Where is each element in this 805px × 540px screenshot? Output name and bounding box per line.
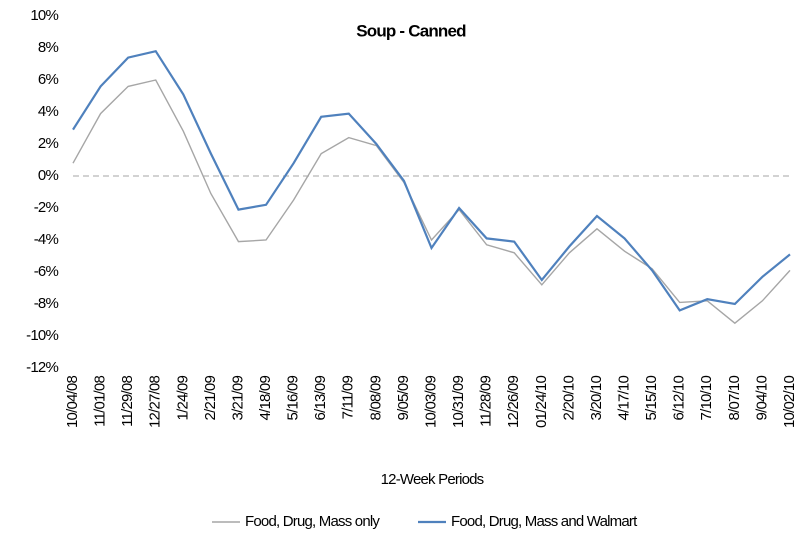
y-tick-label: -8% [34, 295, 59, 312]
x-tick-label: 3/21/09 [229, 376, 246, 421]
y-tick-label: -12% [26, 359, 58, 376]
x-axis-label: 12-Week Periods [381, 471, 484, 488]
x-tick-label: 11/28/09 [478, 376, 495, 427]
x-tick-label: 8/07/10 [726, 376, 743, 421]
y-tick-label: -6% [34, 263, 59, 280]
y-tick-label: 2% [38, 135, 59, 152]
x-tick-label: 1/24/09 [174, 376, 191, 421]
y-tick-label: -4% [34, 231, 59, 248]
x-tick-label: 9/05/09 [395, 376, 412, 421]
series-line [72, 49, 791, 312]
x-tick-label: 3/20/10 [588, 376, 605, 421]
x-tick-label: 2/21/09 [202, 376, 219, 421]
y-tick-label: 8% [38, 39, 59, 56]
y-tick-label: 0% [38, 167, 59, 184]
y-tick-label: 6% [38, 71, 59, 88]
x-tick-label: 10/02/10 [781, 376, 798, 428]
x-tick-label: 12/26/09 [505, 376, 522, 428]
x-tick-label: 12/27/08 [147, 376, 164, 428]
x-tick-label: 11/29/08 [119, 376, 136, 427]
x-tick-label: 11/01/08 [92, 376, 109, 427]
x-tick-label: 10/04/08 [64, 376, 81, 428]
y-tick-label: 4% [38, 103, 59, 120]
x-tick-label: 5/15/10 [643, 376, 660, 421]
y-tick-label: 10% [30, 7, 58, 24]
legend-label: Food, Drug, Mass and Walmart [451, 513, 638, 530]
x-tick-label: 4/17/10 [616, 376, 633, 421]
series-line [72, 79, 791, 325]
y-tick-label: -10% [26, 327, 58, 344]
x-tick-label: 4/18/09 [257, 376, 274, 421]
y-tick-label: -2% [34, 199, 59, 216]
x-tick-label: 6/13/09 [312, 376, 329, 421]
x-tick-label: 10/03/09 [422, 376, 439, 428]
x-tick-label: 7/10/10 [698, 376, 715, 421]
legend-label: Food, Drug, Mass only [245, 513, 380, 530]
x-tick-label: 5/16/09 [285, 376, 302, 421]
x-tick-label: 01/24/10 [533, 376, 550, 428]
x-tick-label: 6/12/10 [671, 376, 688, 421]
chart-title: Soup - Canned [356, 21, 466, 40]
x-tick-label: 8/08/09 [367, 376, 384, 421]
x-tick-label: 7/11/09 [340, 376, 357, 420]
x-tick-label: 10/31/09 [450, 376, 467, 428]
x-tick-label: 9/04/10 [753, 376, 770, 421]
x-tick-label: 2/20/10 [560, 376, 577, 421]
